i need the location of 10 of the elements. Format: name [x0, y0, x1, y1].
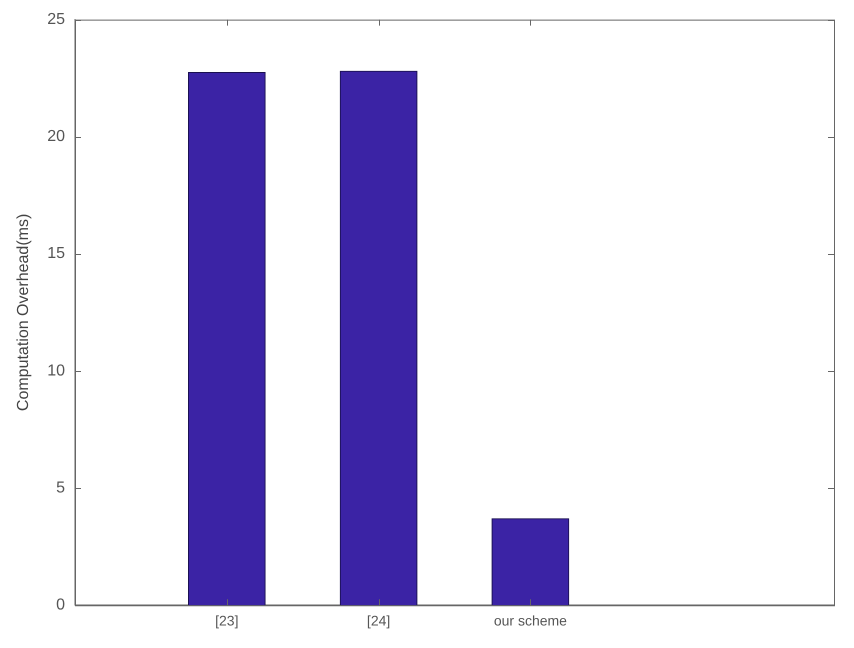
y-tick-label: 20: [47, 128, 66, 146]
y-axis-title: Computation Overhead(ms): [15, 214, 32, 412]
y-tick-label: 0: [56, 596, 66, 614]
x-tick-label: [24]: [366, 612, 390, 628]
y-tick-label: 25: [47, 11, 66, 28]
x-tick-label: [23]: [215, 612, 238, 628]
y-tick-label: 15: [47, 245, 66, 262]
x-tick-label: our scheme: [494, 612, 568, 628]
y-tick-label: 10: [47, 362, 66, 380]
y-tick-label: 5: [56, 479, 66, 496]
